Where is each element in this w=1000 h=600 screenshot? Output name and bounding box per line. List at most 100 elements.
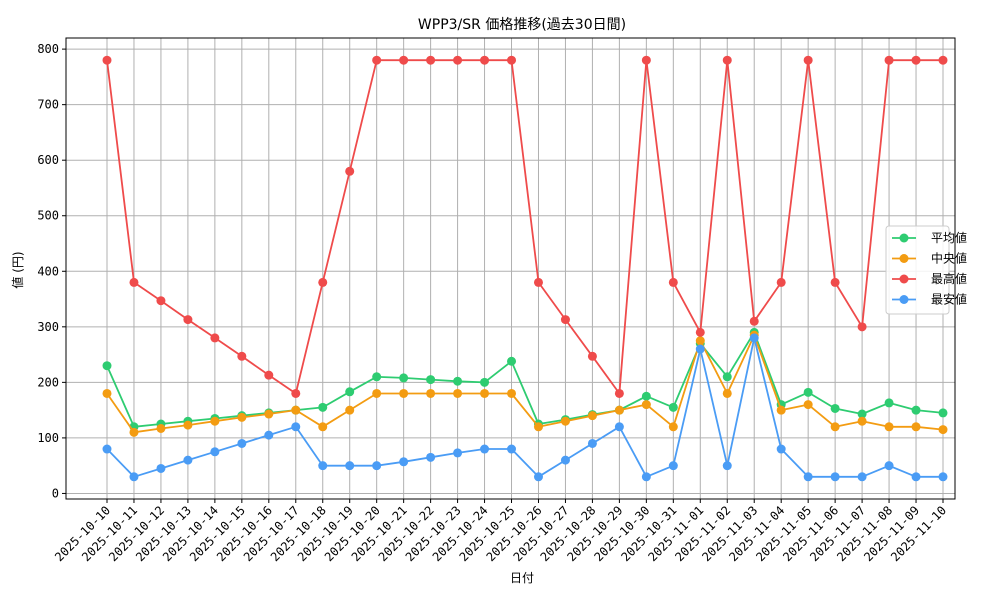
data-point [345,166,355,176]
legend-marker [899,274,909,284]
series-line [106,59,943,395]
data-point [156,296,166,306]
data-point [480,388,490,398]
data-point [641,55,651,65]
series-layer [102,55,948,482]
y-tick-label: 700 [37,98,59,112]
data-point [129,472,139,482]
data-point [102,388,112,398]
data-point [722,372,732,382]
data-point [102,361,112,371]
data-point [911,472,921,482]
data-point [507,444,517,454]
data-point [399,55,409,65]
data-point [480,444,490,454]
data-point [884,461,894,471]
y-tick-label: 300 [37,320,59,334]
data-point [587,351,597,361]
data-point [237,412,247,422]
data-point [318,422,328,432]
data-point [426,55,436,65]
data-point [533,472,543,482]
data-point [803,400,813,410]
data-point [776,444,786,454]
data-point [803,472,813,482]
data-point [291,405,301,415]
legend-item: 平均値 [892,230,967,245]
data-point [911,405,921,415]
data-point [938,55,948,65]
data-point [210,447,220,457]
data-point [803,387,813,397]
data-point [156,423,166,433]
data-point [129,427,139,437]
data-point [426,388,436,398]
data-point [749,316,759,326]
data-point [803,55,813,65]
data-point [560,416,570,426]
data-point [372,372,382,382]
legend-item: 最安値 [892,292,967,307]
data-point [884,55,894,65]
data-point [183,315,193,325]
data-point [938,425,948,435]
data-point [614,405,624,415]
data-point [830,422,840,432]
data-point [156,463,166,473]
data-point [668,422,678,432]
data-point [372,55,382,65]
data-point [884,422,894,432]
data-point [857,472,867,482]
data-point [183,420,193,430]
data-point [102,444,112,454]
data-point [884,398,894,408]
data-point [453,448,463,458]
y-tick-label: 200 [37,375,59,389]
data-point [560,315,570,325]
data-point [911,422,921,432]
data-point [749,333,759,343]
y-tick-label: 800 [37,42,59,56]
x-axis-title: 日付 [510,571,534,585]
legend-label: 最安値 [931,292,967,307]
data-point [533,422,543,432]
data-point [372,388,382,398]
y-tick-label: 400 [37,264,59,278]
data-point [668,402,678,412]
data-point [264,430,274,440]
legend-marker [899,233,909,243]
data-point [938,408,948,418]
legend-marker [899,254,909,263]
data-point [237,438,247,448]
legend-marker [899,295,909,304]
y-tick-label: 600 [37,153,59,167]
data-point [776,277,786,287]
data-point [857,416,867,426]
data-point [830,472,840,482]
data-point [399,373,409,383]
data-point [614,388,624,398]
data-point [695,327,705,337]
data-point [587,438,597,448]
data-point [776,405,786,415]
y-tick-label: 0 [52,486,59,500]
data-point [480,377,490,387]
data-point [641,400,651,410]
data-point [614,422,624,432]
data-point [291,388,301,398]
data-point [453,376,463,386]
data-point [857,322,867,332]
chart-title: WPP3/SR 価格推移(過去30日間) [418,17,626,33]
series-最安値 [102,333,948,482]
data-point [668,461,678,471]
legend-label: 最高値 [931,271,967,286]
data-point [641,472,651,482]
data-point [695,336,705,346]
data-point [291,422,301,432]
data-point [264,409,274,419]
data-point [426,375,436,385]
legend-label: 平均値 [931,230,967,245]
y-axis-title: 値 (円) [10,251,25,288]
